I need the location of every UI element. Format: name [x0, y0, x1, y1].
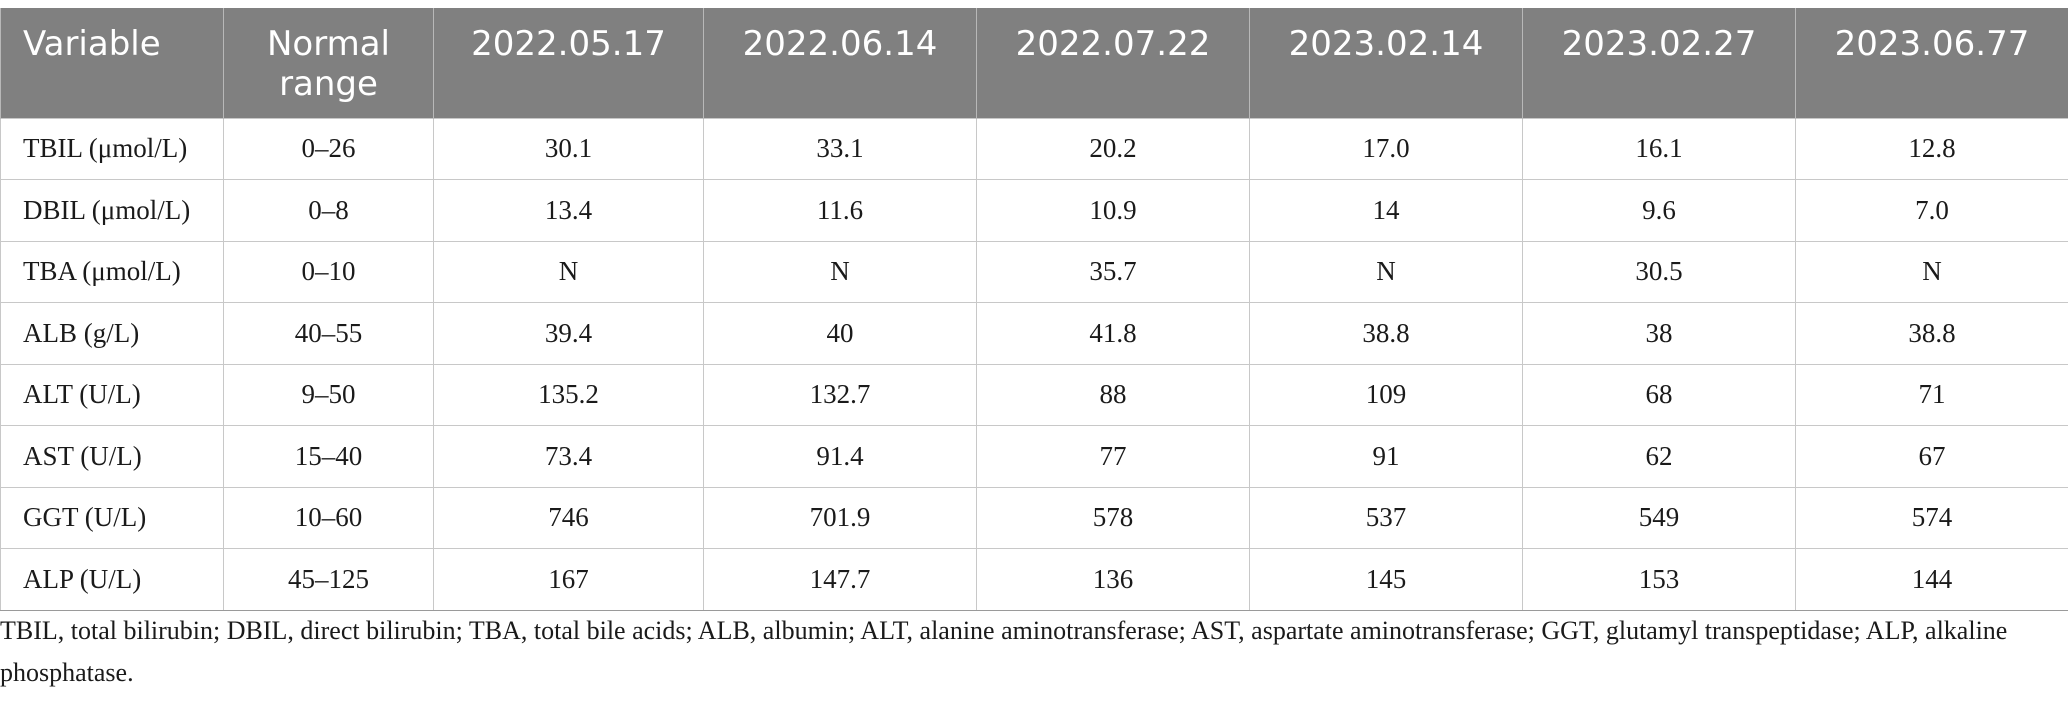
cell-value: 20.2	[976, 117, 1250, 180]
cell-value: N	[703, 240, 977, 303]
cell-value: 549	[1522, 486, 1796, 549]
cell-value: N	[1249, 240, 1523, 303]
cell-value: 12.8	[1795, 117, 2068, 180]
cell-value: 39.4	[433, 302, 704, 365]
cell-normal-range: 0–10	[223, 240, 434, 303]
cell-value: 13.4	[433, 179, 704, 242]
cell-value: 33.1	[703, 117, 977, 180]
cell-value: N	[433, 240, 704, 303]
cell-variable: ALP (U/L)	[0, 548, 224, 611]
cell-value: 67	[1795, 425, 2068, 488]
cell-value: 746	[433, 486, 704, 549]
cell-value: 701.9	[703, 486, 977, 549]
table-row: GGT (U/L) 10–60 746 701.9 578 537 549 57…	[0, 486, 2068, 549]
cell-normal-range: 40–55	[223, 302, 434, 365]
table-body: TBIL (μmol/L) 0–26 30.1 33.1 20.2 17.0 1…	[0, 117, 2068, 611]
cell-value: 88	[976, 363, 1250, 426]
cell-value: 9.6	[1522, 179, 1796, 242]
header-date-3: 2022.07.22	[976, 8, 1250, 118]
cell-value: 144	[1795, 548, 2068, 611]
table-row: TBIL (μmol/L) 0–26 30.1 33.1 20.2 17.0 1…	[0, 117, 2068, 180]
cell-value: 73.4	[433, 425, 704, 488]
cell-value: 537	[1249, 486, 1523, 549]
cell-normal-range: 10–60	[223, 486, 434, 549]
cell-value: 135.2	[433, 363, 704, 426]
cell-value: 136	[976, 548, 1250, 611]
cell-variable: TBIL (μmol/L)	[0, 117, 224, 180]
header-normal-range: Normal range	[223, 8, 434, 118]
header-date-6: 2023.06.77	[1795, 8, 2068, 118]
table-row: ALT (U/L) 9–50 135.2 132.7 88 109 68 71	[0, 363, 2068, 426]
table-footnote: TBIL, total bilirubin; DBIL, direct bili…	[0, 616, 2008, 687]
cell-value: 147.7	[703, 548, 977, 611]
header-date-2: 2022.06.14	[703, 8, 977, 118]
cell-value: 167	[433, 548, 704, 611]
cell-value: 41.8	[976, 302, 1250, 365]
table-row: AST (U/L) 15–40 73.4 91.4 77 91 62 67	[0, 425, 2068, 488]
table-header: Variable Normal range 2022.05.17 2022.06…	[0, 8, 2068, 118]
cell-value: 30.1	[433, 117, 704, 180]
cell-value: 77	[976, 425, 1250, 488]
cell-value: 17.0	[1249, 117, 1523, 180]
cell-normal-range: 9–50	[223, 363, 434, 426]
cell-value: 38.8	[1249, 302, 1523, 365]
header-date-5: 2023.02.27	[1522, 8, 1796, 118]
table-row: ALP (U/L) 45–125 167 147.7 136 145 153 1…	[0, 548, 2068, 611]
cell-value: 35.7	[976, 240, 1250, 303]
cell-normal-range: 15–40	[223, 425, 434, 488]
cell-variable: DBIL (μmol/L)	[0, 179, 224, 242]
cell-variable: ALT (U/L)	[0, 363, 224, 426]
cell-value: 153	[1522, 548, 1796, 611]
table-row: DBIL (μmol/L) 0–8 13.4 11.6 10.9 14 9.6 …	[0, 179, 2068, 242]
cell-value: 62	[1522, 425, 1796, 488]
cell-value: 38	[1522, 302, 1796, 365]
cell-value: 145	[1249, 548, 1523, 611]
cell-variable: ALB (g/L)	[0, 302, 224, 365]
data-table-container: Variable Normal range 2022.05.17 2022.06…	[0, 8, 2068, 611]
cell-value: 38.8	[1795, 302, 2068, 365]
lab-results-table: Variable Normal range 2022.05.17 2022.06…	[0, 8, 2068, 611]
table-row: ALB (g/L) 40–55 39.4 40 41.8 38.8 38 38.…	[0, 302, 2068, 365]
cell-value: 7.0	[1795, 179, 2068, 242]
header-date-1: 2022.05.17	[433, 8, 704, 118]
header-row: Variable Normal range 2022.05.17 2022.06…	[0, 8, 2068, 118]
cell-variable: GGT (U/L)	[0, 486, 224, 549]
cell-value: 91.4	[703, 425, 977, 488]
header-date-4: 2023.02.14	[1249, 8, 1523, 118]
header-variable: Variable	[0, 8, 224, 118]
cell-value: 109	[1249, 363, 1523, 426]
cell-value: N	[1795, 240, 2068, 303]
cell-normal-range: 0–26	[223, 117, 434, 180]
cell-value: 40	[703, 302, 977, 365]
cell-normal-range: 45–125	[223, 548, 434, 611]
cell-value: 68	[1522, 363, 1796, 426]
cell-value: 10.9	[976, 179, 1250, 242]
cell-value: 30.5	[1522, 240, 1796, 303]
cell-value: 574	[1795, 486, 2068, 549]
cell-variable: AST (U/L)	[0, 425, 224, 488]
cell-value: 16.1	[1522, 117, 1796, 180]
table-row: TBA (μmol/L) 0–10 N N 35.7 N 30.5 N	[0, 240, 2068, 303]
cell-value: 14	[1249, 179, 1523, 242]
cell-value: 132.7	[703, 363, 977, 426]
cell-value: 91	[1249, 425, 1523, 488]
cell-variable: TBA (μmol/L)	[0, 240, 224, 303]
cell-value: 578	[976, 486, 1250, 549]
cell-normal-range: 0–8	[223, 179, 434, 242]
cell-value: 71	[1795, 363, 2068, 426]
cell-value: 11.6	[703, 179, 977, 242]
